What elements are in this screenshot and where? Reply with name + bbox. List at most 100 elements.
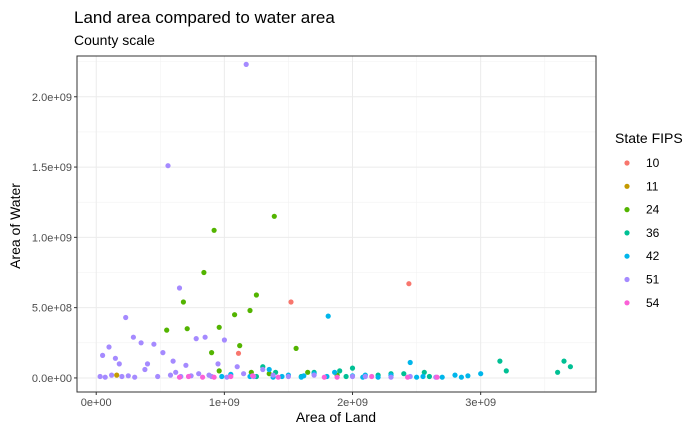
x-tick-label: 1e+09 — [209, 397, 240, 409]
data-point — [285, 373, 291, 380]
legend-items: 10 11 24 36 42 51 54 — [624, 156, 660, 310]
data-points — [97, 61, 574, 380]
series-54 — [176, 373, 440, 380]
data-point — [183, 362, 189, 368]
data-point — [102, 374, 108, 380]
legend-key-24 — [624, 207, 630, 213]
y-axis-title: Area of Water — [7, 183, 23, 269]
data-point — [100, 352, 106, 358]
data-point — [164, 327, 170, 333]
data-point — [130, 334, 136, 340]
y-tick-label: 5.0e+08 — [32, 303, 72, 315]
data-point — [362, 373, 368, 380]
data-point — [375, 374, 381, 380]
data-point — [260, 366, 266, 373]
x-tick-label: 0e+00 — [81, 397, 112, 409]
data-point — [407, 359, 413, 366]
x-axis-ticks: 0e+00 1e+09 2e+09 3e+09 — [81, 392, 496, 409]
data-point — [211, 227, 217, 233]
legend-label-51: 51 — [646, 273, 660, 287]
data-point — [271, 213, 277, 219]
data-point — [112, 355, 118, 361]
data-point — [334, 374, 340, 380]
data-point — [185, 373, 192, 380]
data-point — [337, 368, 343, 374]
legend-title: State FIPS — [615, 130, 683, 146]
legend-label-42: 42 — [646, 249, 660, 263]
data-point — [232, 312, 238, 318]
data-point — [151, 341, 157, 347]
series-42 — [219, 313, 484, 380]
data-point — [369, 373, 375, 380]
data-point — [241, 371, 247, 377]
data-point — [237, 343, 243, 349]
data-point — [439, 374, 445, 380]
data-point — [420, 373, 426, 380]
data-point — [388, 374, 394, 380]
data-point — [201, 269, 207, 276]
data-point — [401, 371, 407, 377]
data-point — [434, 374, 440, 380]
data-point — [116, 361, 122, 367]
x-tick-label: 3e+09 — [465, 397, 496, 409]
x-axis-title: Area of Land — [296, 409, 376, 425]
legend-key-42 — [624, 253, 630, 259]
y-axis-ticks: 0.0e+00 5.0e+08 1.0e+09 1.5e+09 2.0e+09 — [32, 92, 77, 385]
chart-title: Land area compared to water area — [74, 8, 335, 27]
data-point — [196, 371, 202, 377]
data-point — [132, 374, 138, 380]
y-tick-label: 0.0e+00 — [32, 373, 72, 385]
data-point — [250, 373, 256, 379]
data-point — [206, 372, 212, 378]
legend-label-54: 54 — [646, 296, 660, 310]
data-point — [253, 292, 259, 298]
data-point — [414, 374, 420, 380]
legend-key-10 — [624, 160, 630, 166]
data-point — [106, 344, 112, 350]
data-point — [184, 326, 190, 332]
data-point — [426, 373, 432, 380]
data-point — [176, 285, 183, 291]
legend-label-10: 10 — [646, 156, 660, 170]
data-point — [325, 313, 331, 319]
data-point — [167, 372, 174, 378]
data-point — [219, 373, 225, 380]
series-11 — [114, 372, 120, 378]
data-point — [275, 374, 281, 380]
series-24 — [164, 213, 340, 378]
data-point — [405, 374, 411, 380]
y-tick-label: 1.5e+09 — [32, 162, 72, 174]
y-tick-label: 2.0e+09 — [32, 92, 72, 104]
legend-key-54 — [624, 300, 630, 306]
y-tick-label: 1.0e+09 — [32, 232, 72, 244]
data-point — [202, 334, 208, 340]
data-point — [321, 374, 327, 380]
data-point — [465, 373, 471, 379]
legend-label-36: 36 — [646, 226, 660, 240]
data-point — [266, 371, 272, 377]
data-point — [406, 281, 412, 287]
data-point — [176, 374, 183, 380]
data-point — [160, 350, 166, 356]
data-point — [228, 373, 234, 380]
data-point — [138, 340, 144, 346]
legend-label-11: 11 — [646, 179, 659, 193]
data-point — [215, 361, 221, 367]
data-point — [349, 373, 356, 380]
data-point — [266, 366, 272, 373]
data-point — [216, 324, 222, 330]
data-point — [555, 369, 561, 375]
data-point — [123, 314, 129, 321]
data-point — [125, 373, 131, 379]
data-point — [165, 163, 171, 169]
data-point — [288, 299, 294, 305]
data-point — [301, 373, 307, 379]
data-point — [193, 336, 199, 342]
data-point — [209, 350, 215, 356]
data-point — [478, 371, 484, 377]
data-point — [311, 372, 317, 378]
data-point — [144, 361, 151, 367]
legend-key-36 — [624, 230, 630, 236]
data-point — [211, 374, 217, 380]
